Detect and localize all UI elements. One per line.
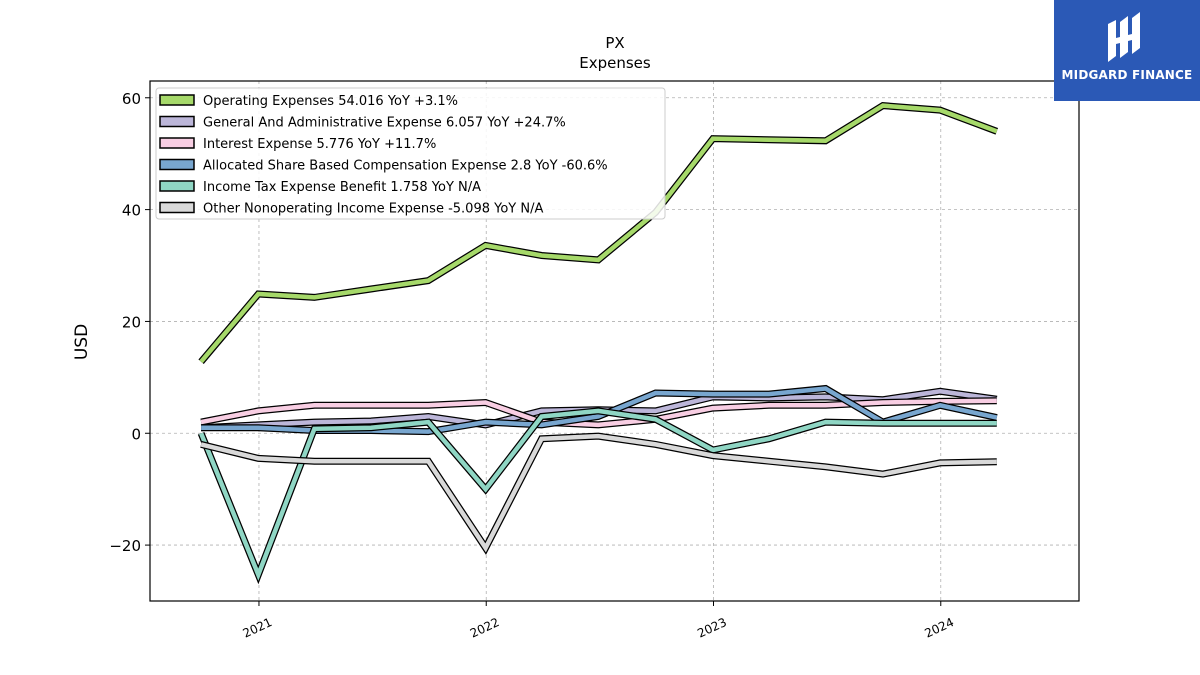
x-tick-label: 2024 [922, 615, 956, 641]
legend-label: Other Nonoperating Income Expense -5.098… [203, 202, 543, 217]
y-tick-label: 40 [122, 202, 141, 220]
series-line-1 [198, 102, 999, 364]
series-line-5 [197, 407, 997, 585]
y-tick-label: −20 [109, 537, 141, 555]
series-lines [197, 102, 999, 585]
legend-entry: Allocated Share Based Compensation Expen… [159, 158, 608, 174]
legend-entry: Operating Expenses 54.016 YoY +3.1% [159, 94, 458, 109]
legend-label: Interest Expense 5.776 YoY +11.7% [203, 137, 436, 152]
legend-swatch [159, 180, 195, 192]
legend-entry: Interest Expense 5.776 YoY +11.7% [159, 137, 436, 152]
series-stroke [199, 408, 997, 581]
legend-entry: General And Administrative Expense 6.057… [159, 115, 566, 131]
legend-swatch [159, 94, 195, 106]
series-stroke [199, 103, 998, 364]
series-line-6 [200, 432, 997, 555]
series-stroke [200, 398, 997, 428]
midgard-logo-icon [1108, 12, 1140, 62]
series-outline [200, 432, 997, 555]
legend-label: Income Tax Expense Benefit 1.758 YoY N/A [203, 180, 481, 195]
chart-subtitle: Expenses [579, 54, 651, 72]
x-tick-label: 2021 [241, 615, 275, 641]
legend: Operating Expenses 54.016 YoY +3.1% Gener… [155, 87, 666, 220]
x-axis-ticks: 2021 2022 2023 2024 [241, 601, 956, 641]
chart-title: PX [605, 34, 624, 52]
legend-swatch [159, 158, 195, 171]
legend-swatch [159, 115, 195, 128]
y-tick-label: 0 [131, 425, 141, 443]
legend-swatch [159, 137, 195, 149]
y-tick-label: 20 [122, 313, 141, 331]
series-line-3 [200, 397, 997, 429]
y-axis-label: USD [72, 324, 92, 360]
legend-entry: Other Nonoperating Income Expense -5.098… [159, 201, 543, 217]
y-axis-ticks: −20 0 20 40 60 [109, 90, 150, 555]
plot-frame [149, 80, 1080, 602]
legend-label: Operating Expenses 54.016 YoY +3.1% [203, 94, 458, 109]
legend-label: General And Administrative Expense 6.057… [203, 116, 566, 131]
legend-entry: Income Tax Expense Benefit 1.758 YoY N/A [159, 180, 481, 195]
x-tick-label: 2023 [695, 615, 729, 641]
x-tick-label: 2022 [468, 615, 502, 641]
series-stroke [200, 433, 997, 553]
y-tick-label: 60 [122, 90, 141, 108]
brand-logo: MIDGARD FINANCE [1054, 0, 1200, 101]
legend-box [155, 87, 666, 220]
legend-label: Allocated Share Based Compensation Expen… [203, 159, 608, 174]
legend-swatch [159, 201, 195, 214]
brand-name: MIDGARD FINANCE [1061, 68, 1193, 82]
